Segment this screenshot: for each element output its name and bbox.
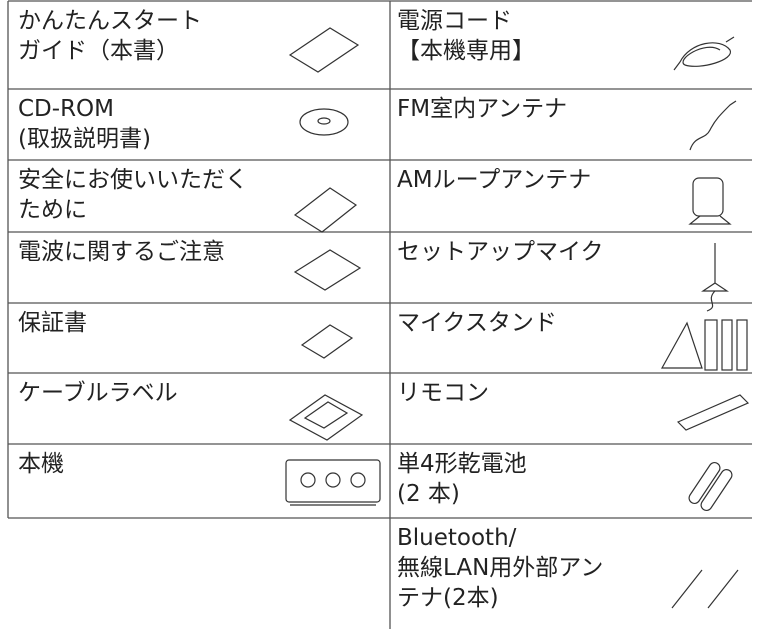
left-cell-text: ケーブルラベル xyxy=(18,378,178,408)
item-name-line: リモコン xyxy=(397,380,489,406)
item-name-line: セットアップマイク xyxy=(397,239,604,265)
item-name-line: 【本機専用】 xyxy=(397,38,535,64)
item-name-line: 無線LAN用外部アン xyxy=(397,555,604,581)
left-cell-text: 安全にお使いいただく ために xyxy=(18,165,248,225)
right-cell-text: 電源コード【本機専用】 xyxy=(397,6,535,66)
right-cell-text: 単4形乾電池 (2 本) xyxy=(397,449,527,509)
item-name-line: ために xyxy=(18,197,87,223)
item-name-line: かんたんスタート xyxy=(18,8,202,34)
item-name-line: CD-ROM xyxy=(18,96,114,122)
right-cell-text: AMループアンテナ xyxy=(397,165,591,195)
item-name-line: FM室内アンテナ xyxy=(397,96,568,122)
item-name-line: Bluetooth/ xyxy=(397,525,517,551)
left-cell-text: 電波に関するご注意 xyxy=(18,237,225,267)
item-name-line: マイクスタンド xyxy=(397,310,557,336)
item-name-line: 電波に関するご注意 xyxy=(18,239,225,265)
item-name-line: (取扱説明書) xyxy=(18,126,151,152)
item-name-line: AMループアンテナ xyxy=(397,167,592,193)
right-cell-text: マイクスタンド xyxy=(397,308,557,338)
left-cell-text: かんたんスタート ガイド（本書） xyxy=(18,6,202,66)
right-cell-text: FM室内アンテナ xyxy=(397,94,567,124)
item-name-line: テナ(2本) xyxy=(397,585,499,611)
item-name-line: 安全にお使いいただく xyxy=(18,167,248,193)
left-cell-text: 保証書 xyxy=(18,308,87,338)
left-cell-text: 本機 xyxy=(18,449,64,479)
item-name-line: 電源コード xyxy=(397,8,512,34)
item-name-line: 保証書 xyxy=(18,310,87,336)
item-name-line: ケーブルラベル xyxy=(18,380,178,406)
item-name-line: ガイド（本書） xyxy=(18,38,179,64)
right-cell-text: リモコン xyxy=(397,378,489,408)
item-name-line: 単4形乾電池 xyxy=(397,451,527,477)
left-cell-text: CD-ROM (取扱説明書) xyxy=(18,94,151,154)
right-cell-text: セットアップマイク xyxy=(397,237,604,267)
item-name-line: 本機 xyxy=(18,451,64,477)
right-cell-text: Bluetooth/無線LAN用外部アン テナ(2本) xyxy=(397,523,603,613)
item-name-line: (2 本) xyxy=(397,481,460,507)
